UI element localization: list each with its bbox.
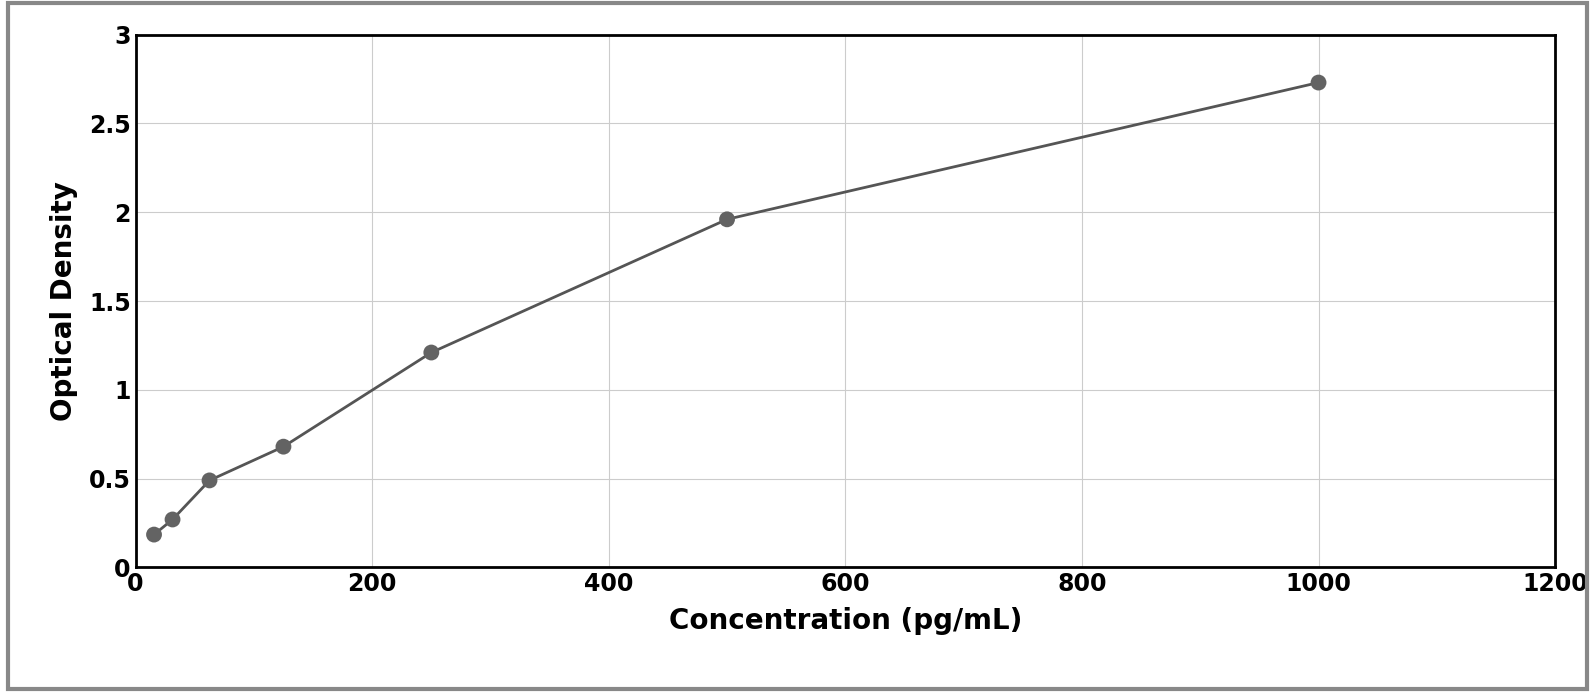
Point bbox=[142, 529, 167, 540]
Y-axis label: Optical Density: Optical Density bbox=[49, 181, 78, 421]
Point bbox=[715, 214, 740, 225]
Point bbox=[418, 347, 443, 358]
Point bbox=[271, 441, 297, 452]
Point bbox=[160, 514, 185, 525]
X-axis label: Concentration (pg/mL): Concentration (pg/mL) bbox=[668, 608, 1022, 635]
Point bbox=[1306, 77, 1332, 88]
Point bbox=[196, 475, 222, 486]
